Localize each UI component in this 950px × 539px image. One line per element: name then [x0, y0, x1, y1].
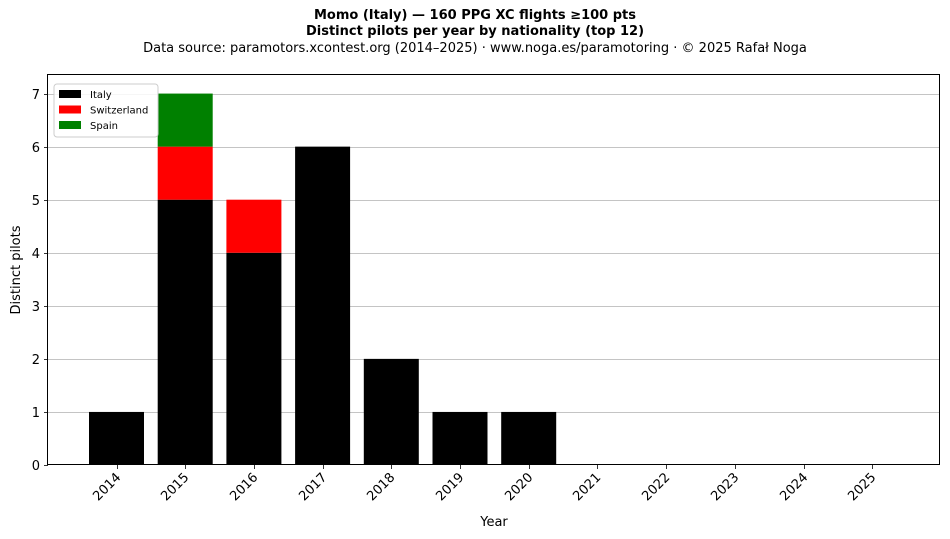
x-tick-label: 2019 — [433, 470, 467, 504]
x-tick-label: 2024 — [777, 470, 811, 504]
y-tick-label: 5 — [32, 194, 40, 209]
x-tick-label: 2022 — [639, 470, 673, 504]
x-axis: 2014 2015 2016 2017 2018 2019 2020 2021 2022 2023… — [90, 465, 879, 504]
x-tick-label: 2016 — [227, 470, 261, 504]
legend-swatch — [59, 90, 81, 98]
chart-titles: Momo (Italy) — 160 PPG XC flights ≥100 p… — [0, 8, 950, 58]
legend-label: Spain — [90, 121, 118, 132]
legend-label: Switzerland — [90, 106, 148, 117]
y-tick-label: 3 — [32, 300, 40, 315]
bar-segment — [226, 252, 282, 465]
bar-segment — [295, 146, 351, 465]
x-tick-label: 2020 — [502, 470, 536, 504]
bar-segment — [432, 411, 488, 465]
x-tick-label: 2014 — [90, 470, 124, 504]
chart-title: Momo (Italy) — 160 PPG XC flights ≥100 p… — [313, 8, 637, 23]
legend: Italy Switzerland Spain — [53, 83, 159, 138]
bar-segment — [501, 411, 557, 465]
chart-subtitle: Distinct pilots per year by nationality … — [305, 24, 645, 39]
plot-frame — [47, 74, 940, 465]
y-tick-label: 2 — [32, 353, 40, 368]
bar-segment — [157, 199, 213, 465]
y-tick-label: 4 — [32, 247, 40, 262]
x-tick-label: 2017 — [296, 470, 330, 504]
y-tick-label: 7 — [32, 88, 40, 103]
bar-segment — [226, 199, 282, 253]
x-tick-label: 2018 — [364, 470, 398, 504]
legend-label: Italy — [90, 90, 112, 101]
bars — [89, 93, 557, 465]
y-tick-label: 1 — [32, 406, 40, 421]
x-tick-label: 2015 — [158, 470, 192, 504]
y-tick-label: 6 — [32, 141, 40, 156]
legend-swatch — [59, 121, 81, 129]
bar-segment — [363, 358, 419, 465]
y-axis-label: Distinct pilots — [9, 225, 24, 314]
x-tick-label: 2025 — [845, 470, 879, 504]
x-tick-label: 2023 — [708, 470, 742, 504]
y-tick-label: 0 — [32, 459, 40, 474]
x-axis-label: Year — [479, 515, 508, 530]
data-source-note: Data source: paramotors.xcontest.org (20… — [143, 41, 807, 56]
bar-segment — [157, 146, 213, 200]
legend-swatch — [59, 105, 81, 114]
bar-segment — [157, 93, 213, 147]
y-axis: 0 1 2 3 4 5 6 7 — [32, 88, 48, 474]
bar-segment — [89, 411, 144, 465]
x-tick-label: 2021 — [570, 470, 604, 504]
